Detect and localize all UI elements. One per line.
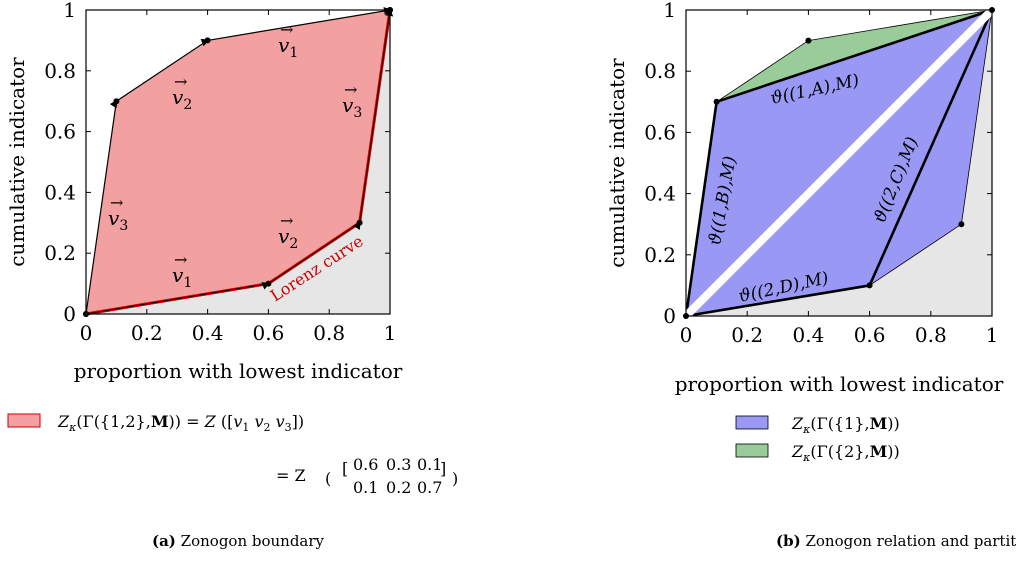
- ytick-label-b: 0.2: [644, 243, 676, 267]
- svg-text:→: →: [280, 20, 293, 39]
- ytick-label-a: 0.6: [44, 120, 76, 144]
- matrix-cell-1-0: 0.1: [353, 478, 378, 497]
- lorenz-point: [265, 280, 272, 287]
- ytick-labels-b: 0 0.2 0.4 0.6 0.8 1: [644, 0, 676, 328]
- xtick-label-a: 0: [80, 321, 93, 345]
- svg-text:[: [: [342, 459, 348, 478]
- upper-point: [204, 37, 211, 44]
- caption-b: (b) Zonogon relation and partition subgr…: [776, 532, 1016, 550]
- ytick-label-b: 0.6: [644, 120, 676, 144]
- legend-swatch-a: [7, 413, 41, 428]
- x-axis-label-b: proportion with lowest indicator: [675, 372, 1004, 396]
- panel-b: 0 0.2 0.4 0.6 0.8 1 00.20.40.60.81 ϑ((1,A),M)…: [605, 0, 1016, 550]
- ytick-label-b: 0: [663, 304, 676, 328]
- zonogon-vertex: [958, 221, 965, 228]
- xtick-labels-b: 0 0.2 0.4 0.6 0.8 1: [680, 323, 999, 347]
- zonogon-vertex: [805, 37, 812, 44]
- zonogon-vertex: [866, 282, 873, 289]
- xtick-label-a: 0.2: [131, 321, 163, 345]
- lorenz-point: [356, 219, 363, 226]
- x-axis-label-a: proportion with lowest indicator: [74, 359, 403, 383]
- svg-text:→: →: [344, 80, 357, 99]
- y-axis-label-a: cumulative indicator: [5, 57, 29, 267]
- ytick-label-a: 0: [63, 302, 76, 326]
- caption-a: (a) Zonogon boundary: [152, 532, 325, 550]
- matrix-cell-1-1: 0.2: [386, 478, 411, 497]
- lorenz-point: [387, 7, 393, 13]
- svg-text:→: →: [280, 211, 293, 230]
- svg-text:→: →: [110, 193, 123, 212]
- ytick-label-a: 1: [63, 0, 76, 22]
- xtick-label-a: 0.8: [313, 321, 345, 345]
- ytick-label-a: 0.8: [44, 59, 76, 83]
- points-b: [683, 7, 995, 319]
- ytick-label-b: 0.8: [644, 59, 676, 83]
- svg-text:): ): [452, 469, 458, 488]
- ytick-label-b: 0.4: [644, 182, 676, 206]
- zonogon-vertex: [713, 98, 720, 105]
- xtick-label-a: 0.6: [252, 321, 284, 345]
- lorenz-point: [83, 311, 89, 317]
- xtick-label-a: 0.4: [192, 321, 224, 345]
- svg-text:→: →: [174, 72, 187, 91]
- upper-point: [113, 98, 120, 105]
- xtick-label-b: 0.6: [854, 323, 886, 347]
- y-axis-label-b: cumulative indicator: [605, 58, 629, 268]
- legend-label-b1: Zκ(Γ({1},M)): [791, 414, 900, 436]
- svg-text:(: (: [325, 469, 331, 488]
- xtick-label-b: 0.2: [731, 323, 763, 347]
- legend-swatch-b1: [735, 415, 769, 430]
- matrix-cell-0-2: 0.1: [417, 455, 442, 474]
- svg-text:]: ]: [440, 459, 446, 478]
- diagonal-separator: [683, 7, 995, 319]
- axes-frame-b: [685, 9, 993, 317]
- matrix-cell-0-0: 0.6: [353, 455, 378, 474]
- ytick-labels-a: 0 0.2 0.4 0.6 0.8 1: [44, 0, 76, 326]
- legend-matrix-a: = Z ( [ 0.6 0.3 0.1 0.1 0.2 0.7 ] ): [276, 455, 458, 497]
- matrix-prefix: = Z: [276, 466, 306, 485]
- xtick-label-b: 0: [680, 323, 693, 347]
- matrix-cell-1-2: 0.7: [417, 478, 442, 497]
- legend-label-a: Zκ(Γ({1,2},M)) = Z ([v1 v2 v3]): [57, 412, 304, 434]
- legend-swatch-b2: [735, 443, 769, 458]
- region-above-b: [686, 10, 992, 316]
- xtick-label-b: 0.8: [915, 323, 947, 347]
- xtick-label-b: 1: [986, 323, 999, 347]
- matrix-cell-0-1: 0.3: [386, 455, 411, 474]
- points-a: [83, 7, 393, 317]
- lorenz-curve-inner: [85, 8, 394, 315]
- panel-a: 0 0.2 0.4 0.6 0.8 1 00.20.40.60.81 v1→ v2→ v3…: [5, 0, 458, 550]
- ytick-label-a: 0.2: [44, 241, 76, 265]
- legend-label-b2: Zκ(Γ({2},M)): [791, 442, 900, 464]
- xtick-label-b: 0.4: [792, 323, 824, 347]
- zonogon-vertex: [989, 7, 995, 13]
- ytick-label-b: 1: [663, 0, 676, 22]
- svg-text:→: →: [174, 250, 187, 269]
- xtick-labels-a: 0 0.2 0.4 0.6 0.8 1: [80, 321, 397, 345]
- xtick-label-a: 1: [384, 321, 397, 345]
- svg-text:Zκ(Γ({1,2},M)) = Z ([v1 v2: Zκ(Γ({1,2},M)) = Z ([v1 v2 v3]): [57, 412, 304, 434]
- ytick-label-a: 0.4: [44, 180, 76, 204]
- axes-frame-a: [85, 9, 391, 315]
- zonogon-vertex: [683, 313, 689, 319]
